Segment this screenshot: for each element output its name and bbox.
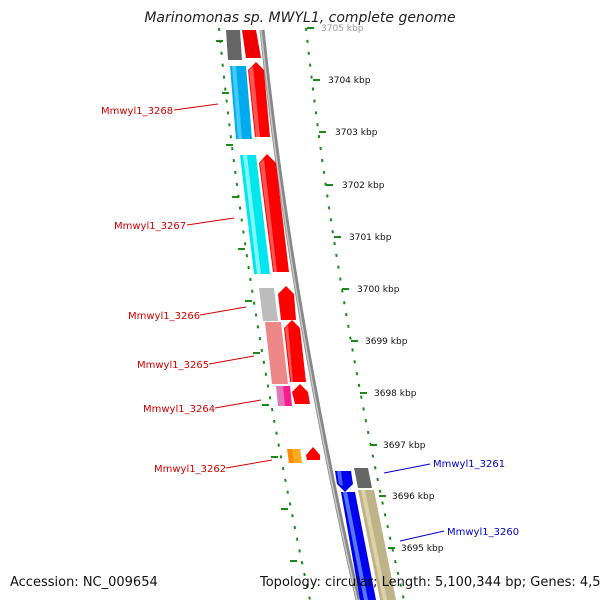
tick-label-3702: 3702 kbp [342, 181, 385, 191]
gene-label-3267[interactable]: Mmwyl1_3267 [114, 221, 186, 232]
reverse-feature-boxes [226, 30, 302, 463]
gene-label-3268[interactable]: Mmwyl1_3268 [101, 106, 173, 117]
genome-backbone [259, 29, 361, 600]
tick-label-3699: 3699 kbp [365, 337, 408, 347]
gene-label-3266[interactable]: Mmwyl1_3266 [128, 311, 200, 322]
gene-labels: Mmwyl1_3268 Mmwyl1_3267 Mmwyl1_3266 Mmwy… [101, 106, 519, 538]
feature-box-3261 [354, 468, 372, 488]
tick-label-3698: 3698 kbp [374, 389, 417, 399]
gene-arrow-3266 [278, 286, 296, 320]
genome-summary-text: Topology: circular; Length: 5,100,344 bp… [260, 575, 600, 590]
feature-box-3266 [259, 288, 278, 321]
gene-arrow-3269 [242, 30, 261, 58]
gene-label-3265[interactable]: Mmwyl1_3265 [137, 360, 209, 371]
forward-label-connectors [383, 463, 445, 542]
forward-strand-genes [335, 468, 396, 600]
feature-box-3265 [265, 322, 288, 384]
outer-dotted-track-left [218, 27, 311, 600]
tick-label-3700: 3700 kbp [357, 285, 400, 295]
tick-label-3696: 3696 kbp [392, 492, 435, 502]
gene-label-3262[interactable]: Mmwyl1_3262 [154, 464, 226, 475]
scale-tick-marks [307, 27, 395, 549]
left-tick-marks [216, 40, 297, 562]
accession-text: Accession: NC_009654 [10, 575, 158, 590]
gene-label-3264[interactable]: Mmwyl1_3264 [143, 404, 215, 415]
reverse-label-connectors [173, 103, 273, 469]
feature-box-3269 [226, 30, 242, 60]
tick-label-3697: 3697 kbp [383, 441, 426, 451]
reverse-strand-genes [242, 30, 320, 460]
scale-tick-labels: 3705 kbp 3704 kbp 3703 kbp 3702 kbp 3701… [321, 24, 444, 554]
gene-label-3260[interactable]: Mmwyl1_3260 [447, 527, 519, 538]
tick-label-3704: 3704 kbp [328, 76, 371, 86]
tick-label-3701: 3701 kbp [349, 233, 392, 243]
gene-label-3261[interactable]: Mmwyl1_3261 [433, 459, 505, 470]
tick-label-3695: 3695 kbp [401, 544, 444, 554]
map-title: Marinomonas sp. MWYL1, complete genome [144, 10, 456, 26]
gene-arrow-3264 [292, 384, 310, 404]
tick-label-3705: 3705 kbp [321, 24, 364, 34]
gene-arrow-3262 [306, 447, 320, 460]
tick-label-3703: 3703 kbp [335, 128, 378, 138]
